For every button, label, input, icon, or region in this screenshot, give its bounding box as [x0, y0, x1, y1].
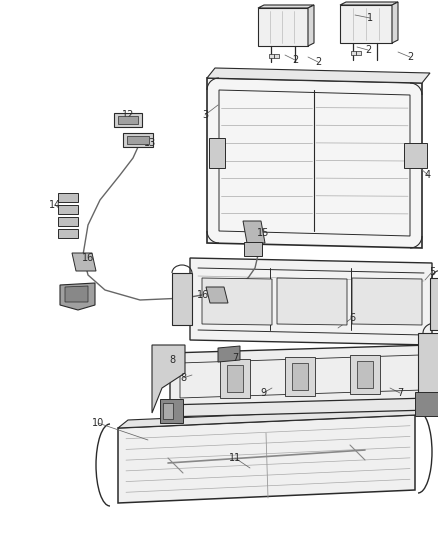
Polygon shape [415, 392, 438, 416]
Polygon shape [340, 2, 398, 5]
Text: 2: 2 [315, 57, 321, 67]
Polygon shape [207, 68, 430, 83]
Text: 11: 11 [229, 453, 241, 463]
Polygon shape [258, 5, 314, 8]
Text: 8: 8 [180, 373, 186, 383]
Text: 7: 7 [397, 388, 403, 398]
Polygon shape [190, 258, 432, 345]
Polygon shape [352, 278, 422, 325]
Polygon shape [351, 51, 356, 55]
Text: 14: 14 [49, 200, 61, 210]
Polygon shape [277, 278, 347, 325]
Polygon shape [123, 133, 153, 147]
Text: 16: 16 [82, 253, 94, 263]
Text: 5: 5 [429, 267, 435, 277]
Polygon shape [356, 51, 361, 55]
Polygon shape [58, 217, 78, 226]
Polygon shape [58, 205, 78, 214]
Polygon shape [269, 54, 274, 58]
Polygon shape [118, 116, 138, 124]
Polygon shape [114, 113, 142, 127]
Polygon shape [58, 193, 78, 202]
Polygon shape [72, 253, 96, 271]
Polygon shape [163, 403, 173, 419]
Text: 9: 9 [260, 388, 266, 398]
Polygon shape [65, 286, 88, 302]
Polygon shape [165, 398, 430, 417]
Polygon shape [404, 143, 427, 168]
Text: 13: 13 [144, 138, 156, 148]
Text: 15: 15 [257, 228, 269, 238]
Polygon shape [160, 399, 183, 423]
Polygon shape [392, 2, 398, 43]
Polygon shape [292, 363, 308, 390]
Text: 2: 2 [407, 52, 413, 62]
Polygon shape [170, 345, 432, 408]
Polygon shape [258, 8, 308, 46]
Polygon shape [227, 365, 243, 392]
Polygon shape [118, 407, 425, 428]
Text: 8: 8 [169, 355, 175, 365]
Polygon shape [60, 283, 95, 310]
Polygon shape [209, 138, 225, 168]
Text: 7: 7 [232, 353, 238, 363]
Polygon shape [308, 5, 314, 46]
Polygon shape [243, 221, 265, 243]
Polygon shape [418, 333, 438, 405]
Polygon shape [285, 357, 315, 396]
Polygon shape [244, 242, 262, 256]
Polygon shape [172, 273, 192, 325]
Polygon shape [220, 359, 250, 398]
Polygon shape [58, 229, 78, 238]
Polygon shape [118, 415, 415, 503]
Text: 2: 2 [292, 55, 298, 65]
Polygon shape [202, 278, 272, 325]
Polygon shape [357, 361, 373, 388]
Text: 16: 16 [197, 290, 209, 300]
Polygon shape [430, 278, 438, 330]
Polygon shape [274, 54, 279, 58]
Text: 4: 4 [425, 170, 431, 180]
Text: 2: 2 [365, 45, 371, 55]
Polygon shape [152, 345, 185, 413]
Polygon shape [350, 355, 380, 394]
Text: 12: 12 [122, 110, 134, 120]
Text: 3: 3 [202, 110, 208, 120]
Polygon shape [340, 5, 392, 43]
Polygon shape [207, 78, 422, 248]
Text: 6: 6 [349, 313, 355, 323]
Text: 10: 10 [92, 418, 104, 428]
Polygon shape [127, 136, 149, 144]
Polygon shape [206, 287, 228, 303]
Text: 1: 1 [367, 13, 373, 23]
Polygon shape [218, 346, 240, 362]
